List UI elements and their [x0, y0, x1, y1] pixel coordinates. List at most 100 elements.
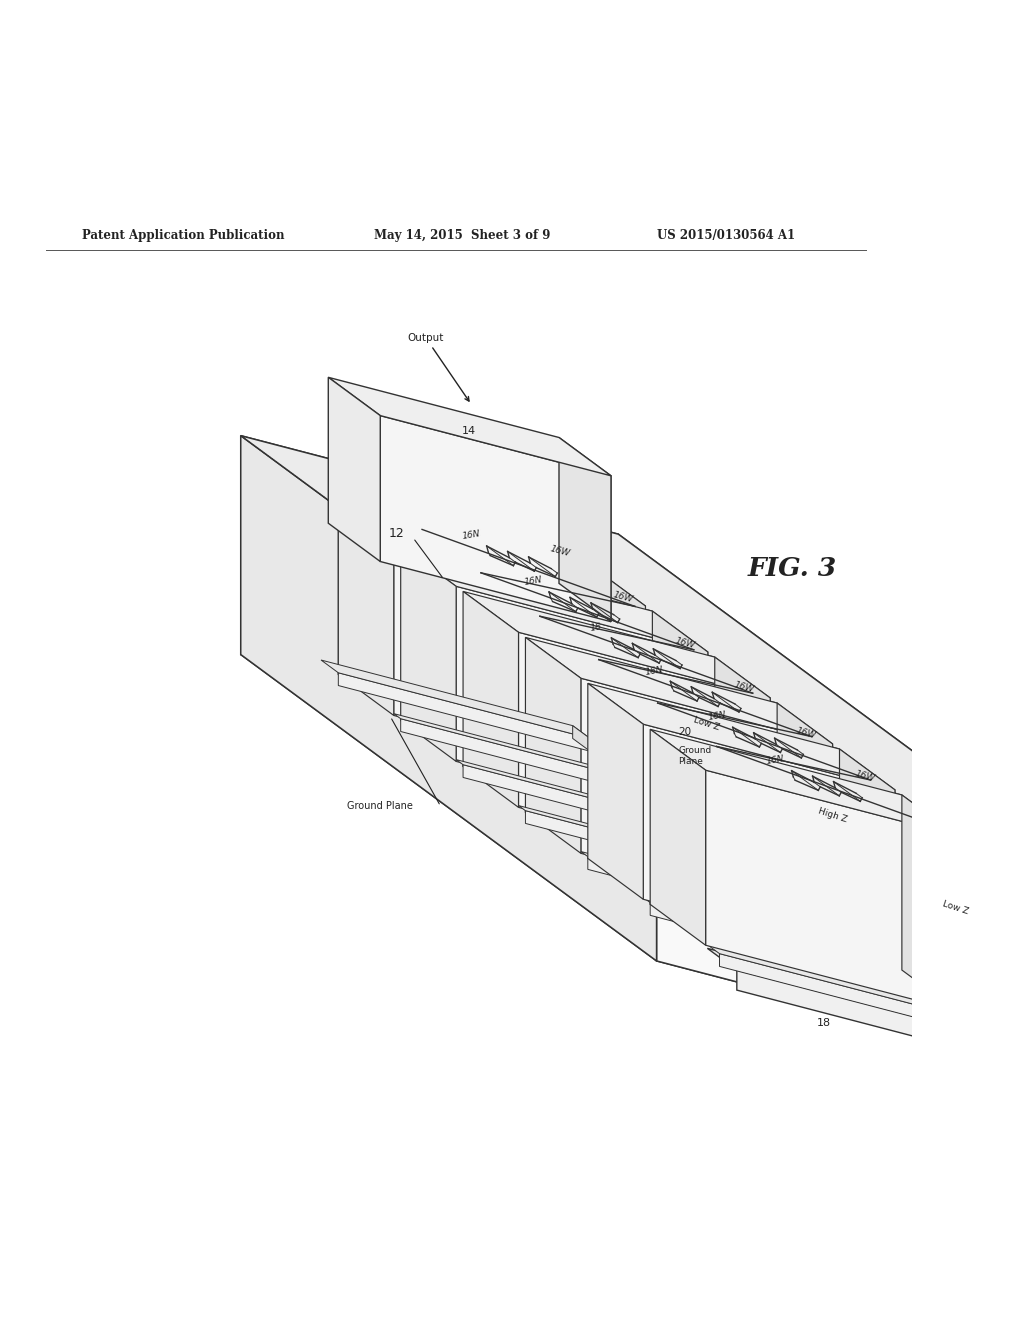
Polygon shape: [737, 970, 988, 1056]
Polygon shape: [669, 672, 728, 796]
Text: Patent Application Publication: Patent Application Publication: [82, 230, 285, 243]
Polygon shape: [840, 748, 895, 965]
Polygon shape: [588, 684, 895, 789]
Text: Output: Output: [408, 333, 469, 401]
Polygon shape: [833, 917, 840, 935]
Polygon shape: [694, 708, 728, 796]
Polygon shape: [456, 586, 708, 828]
Text: Low Z: Low Z: [692, 715, 720, 733]
Polygon shape: [959, 1014, 988, 1056]
Text: 16W: 16W: [854, 770, 877, 783]
Polygon shape: [400, 721, 708, 828]
Polygon shape: [400, 545, 456, 762]
Polygon shape: [656, 742, 1024, 1060]
Polygon shape: [652, 611, 708, 828]
Text: US 2015/0130564 A1: US 2015/0130564 A1: [656, 230, 795, 243]
Polygon shape: [643, 898, 902, 969]
Polygon shape: [518, 632, 770, 873]
Polygon shape: [650, 730, 706, 945]
Text: 18: 18: [817, 1018, 831, 1028]
Polygon shape: [581, 851, 840, 923]
Polygon shape: [895, 964, 902, 981]
Polygon shape: [380, 416, 611, 622]
Polygon shape: [965, 907, 1024, 958]
Polygon shape: [650, 730, 902, 970]
Polygon shape: [400, 718, 652, 797]
Polygon shape: [241, 436, 1024, 841]
Polygon shape: [777, 704, 833, 919]
Polygon shape: [572, 726, 590, 751]
Polygon shape: [463, 591, 770, 698]
Polygon shape: [394, 714, 652, 784]
Polygon shape: [583, 735, 688, 784]
Polygon shape: [636, 664, 728, 715]
Polygon shape: [706, 944, 971, 1019]
Text: Low Z: Low Z: [941, 899, 970, 916]
Polygon shape: [463, 591, 518, 808]
Polygon shape: [618, 535, 1024, 1060]
Polygon shape: [650, 904, 957, 1011]
Text: 11: 11: [697, 727, 711, 737]
Polygon shape: [338, 499, 394, 715]
Polygon shape: [588, 684, 840, 924]
Polygon shape: [241, 655, 1024, 1060]
Polygon shape: [957, 1008, 971, 1032]
Polygon shape: [588, 857, 840, 935]
Text: 16W: 16W: [733, 680, 755, 694]
Polygon shape: [559, 437, 611, 622]
Polygon shape: [321, 660, 590, 738]
Text: 16W: 16W: [549, 545, 571, 558]
Polygon shape: [463, 764, 715, 843]
Polygon shape: [538, 702, 688, 763]
Polygon shape: [525, 810, 777, 890]
Polygon shape: [463, 767, 770, 873]
Polygon shape: [525, 813, 833, 919]
Text: May 14, 2015  Sheet 3 of 9: May 14, 2015 Sheet 3 of 9: [374, 230, 550, 243]
Polygon shape: [643, 725, 895, 965]
Text: Ground
Plane: Ground Plane: [678, 746, 712, 766]
Polygon shape: [400, 545, 652, 787]
Polygon shape: [463, 591, 715, 832]
Polygon shape: [518, 805, 777, 876]
Polygon shape: [338, 499, 645, 606]
Polygon shape: [525, 638, 833, 744]
Polygon shape: [650, 730, 957, 836]
Polygon shape: [241, 436, 656, 961]
Polygon shape: [902, 795, 957, 1011]
Polygon shape: [643, 730, 688, 784]
Text: 16N: 16N: [766, 754, 785, 766]
Polygon shape: [645, 779, 652, 797]
Polygon shape: [338, 673, 590, 751]
Polygon shape: [998, 915, 1024, 1039]
Polygon shape: [400, 545, 708, 652]
Polygon shape: [241, 436, 618, 752]
Polygon shape: [588, 858, 895, 965]
Text: 16W: 16W: [674, 636, 696, 651]
Polygon shape: [706, 770, 957, 1011]
Text: 16N: 16N: [461, 529, 480, 541]
Text: 16: 16: [589, 622, 602, 632]
Polygon shape: [394, 540, 645, 781]
Polygon shape: [525, 638, 581, 853]
Text: 20: 20: [678, 727, 691, 738]
Polygon shape: [525, 638, 777, 878]
Text: 16W: 16W: [611, 590, 634, 605]
Polygon shape: [581, 678, 833, 919]
Text: High Z: High Z: [817, 807, 848, 825]
Polygon shape: [329, 378, 611, 475]
Text: FIG. 3: FIG. 3: [748, 556, 837, 581]
Polygon shape: [590, 565, 645, 781]
Text: 14: 14: [462, 426, 476, 436]
Text: 16W: 16W: [796, 726, 817, 741]
Text: 12: 12: [388, 527, 404, 540]
Polygon shape: [770, 871, 777, 890]
Polygon shape: [715, 657, 770, 873]
Polygon shape: [720, 953, 971, 1032]
Text: 16N: 16N: [707, 710, 726, 722]
Text: 16N: 16N: [523, 576, 543, 587]
Polygon shape: [338, 675, 645, 781]
Polygon shape: [329, 378, 380, 561]
Polygon shape: [456, 759, 715, 830]
Polygon shape: [708, 948, 988, 1036]
Polygon shape: [588, 684, 643, 899]
